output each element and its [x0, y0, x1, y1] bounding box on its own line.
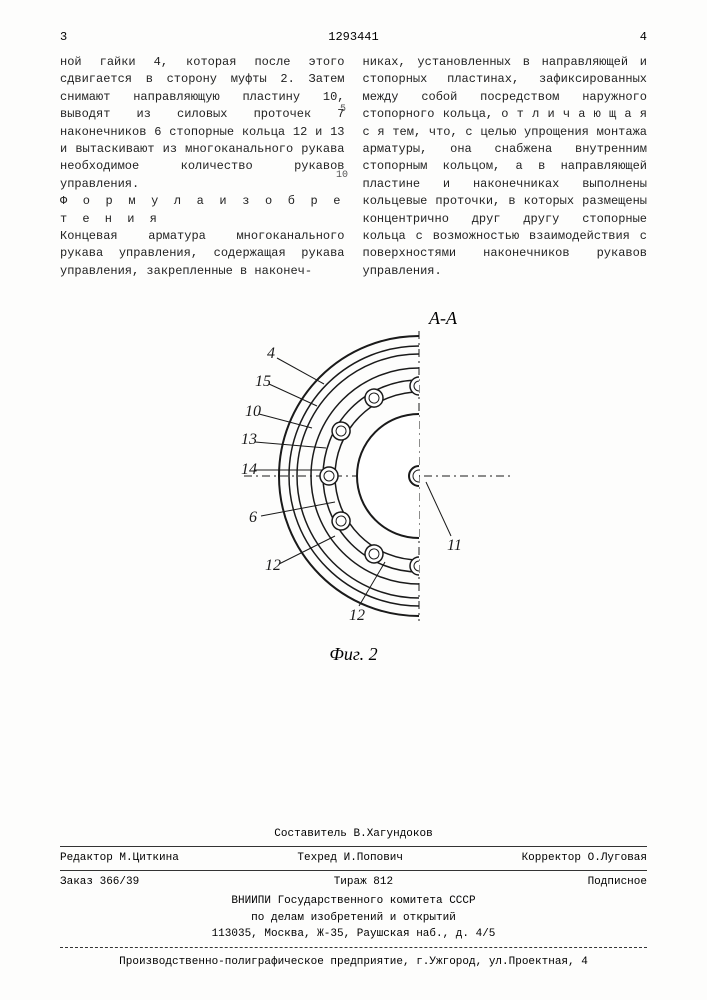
- body-text: ной гайки 4, которая после этого сдвигае…: [60, 54, 647, 280]
- patent-number: 1293441: [328, 30, 378, 44]
- footer-editor: Редактор М.Циткина: [60, 850, 179, 867]
- label-12b: 12: [349, 607, 365, 624]
- figure-caption: Фиг. 2: [60, 644, 647, 665]
- footer-tirazh: Тираж 812: [334, 874, 393, 891]
- label-13: 13: [241, 431, 257, 448]
- left-p1: ной гайки 4, которая после этого сдвигае…: [60, 54, 345, 193]
- footer: Составитель В.Хагундоков Редактор М.Цитк…: [60, 826, 647, 971]
- patent-page: 3 1293441 4 ной гайки 4, которая после э…: [0, 0, 707, 1000]
- label-12a: 12: [265, 557, 281, 574]
- figure-svg: А-А: [189, 306, 519, 636]
- footer-address: 113035, Москва, Ж-35, Раушская наб., д. …: [60, 926, 647, 943]
- footer-printer: Производственно-полиграфическое предприя…: [60, 947, 647, 971]
- label-11: 11: [447, 537, 462, 554]
- label-14: 14: [241, 461, 257, 478]
- footer-corrector: Корректор О.Луговая: [522, 850, 647, 867]
- line-marker-5: 5: [340, 104, 346, 115]
- callout-labels: 4 15 10 13 14 6 12 12 11: [241, 345, 462, 624]
- label-15: 15: [255, 373, 271, 390]
- footer-order: Заказ 366/39 Тираж 812 Подписное: [60, 870, 647, 894]
- label-10: 10: [245, 403, 261, 420]
- footer-order-num: Заказ 366/39: [60, 874, 139, 891]
- right-p1: никах, установленных в направляющей и ст…: [363, 54, 648, 280]
- column-numbers: 3 1293441 4: [60, 30, 647, 44]
- label-4: 4: [267, 345, 275, 362]
- right-column: никах, установленных в направляющей и ст…: [363, 54, 648, 280]
- footer-org1: ВНИИПИ Государственного комитета СССР: [60, 893, 647, 910]
- footer-org: ВНИИПИ Государственного комитета СССР по…: [60, 893, 647, 947]
- figure-2: А-А: [60, 306, 647, 665]
- footer-compiler: Составитель В.Хагундоков: [60, 826, 647, 847]
- footer-staff: Редактор М.Циткина Техред И.Попович Корр…: [60, 846, 647, 870]
- line-marker-10: 10: [336, 170, 348, 181]
- left-p2: Концевая арматура многоканального рукава…: [60, 228, 345, 280]
- col-num-left: 3: [60, 30, 67, 44]
- footer-techred: Техред И.Попович: [297, 850, 403, 867]
- left-column: ной гайки 4, которая после этого сдвигае…: [60, 54, 345, 280]
- section-label: А-А: [428, 308, 458, 328]
- formula-title: Ф о р м у л а и з о б р е т е н и я: [60, 193, 345, 228]
- col-num-right: 4: [640, 30, 647, 44]
- label-6: 6: [249, 509, 257, 526]
- footer-subscription: Подписное: [588, 874, 647, 891]
- footer-org2: по делам изобретений и открытий: [60, 910, 647, 927]
